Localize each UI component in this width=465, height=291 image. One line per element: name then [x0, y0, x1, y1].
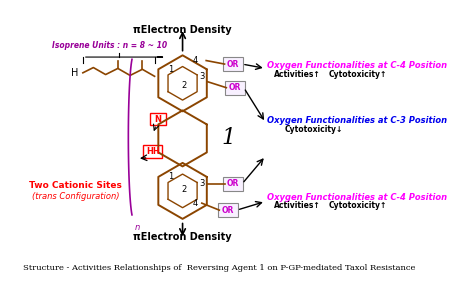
FancyBboxPatch shape	[225, 81, 245, 95]
Text: 3: 3	[199, 179, 205, 188]
FancyBboxPatch shape	[223, 57, 243, 71]
Text: Cytotoxicity↑: Cytotoxicity↑	[329, 201, 387, 210]
Text: (trans Configuration): (trans Configuration)	[32, 192, 120, 200]
Text: Cytotoxicity↓: Cytotoxicity↓	[285, 125, 343, 134]
Text: 2: 2	[182, 184, 187, 194]
Text: Activities↑: Activities↑	[274, 70, 321, 79]
Text: OR: OR	[229, 83, 241, 92]
Text: H: H	[71, 68, 79, 78]
FancyBboxPatch shape	[223, 177, 243, 191]
Text: Oxygen Functionalities at C-4 Position: Oxygen Functionalities at C-4 Position	[267, 193, 447, 201]
Text: πElectron Density: πElectron Density	[133, 25, 232, 35]
Text: Two Cationic Sites: Two Cationic Sites	[29, 181, 122, 190]
Text: Oxygen Functionalities at C-3 Position: Oxygen Functionalities at C-3 Position	[267, 116, 447, 125]
Text: N: N	[154, 115, 161, 124]
Text: 1: 1	[168, 65, 173, 74]
Text: OR: OR	[227, 179, 239, 188]
Text: n: n	[134, 223, 140, 232]
Text: Cytotoxicity↑: Cytotoxicity↑	[329, 70, 387, 79]
Text: Activities↑: Activities↑	[274, 201, 321, 210]
Text: 4: 4	[192, 199, 198, 208]
Text: OR: OR	[227, 60, 239, 69]
Text: 4: 4	[192, 56, 198, 65]
Text: Structure - Activities Relationships of  Reversing Agent 1 on P-GP-mediated Taxo: Structure - Activities Relationships of …	[23, 264, 416, 272]
FancyBboxPatch shape	[150, 113, 166, 125]
Text: Oxygen Functionalities at C-4 Position: Oxygen Functionalities at C-4 Position	[267, 61, 447, 70]
Text: 2: 2	[182, 81, 187, 90]
Text: Isoprene Units : n = 8 ~ 10: Isoprene Units : n = 8 ~ 10	[53, 41, 167, 50]
Text: HH: HH	[146, 147, 159, 156]
Text: 1: 1	[168, 172, 173, 181]
Text: 1: 1	[221, 127, 235, 149]
Text: πElectron Density: πElectron Density	[133, 233, 232, 242]
FancyBboxPatch shape	[218, 203, 238, 217]
FancyBboxPatch shape	[143, 146, 162, 158]
Text: 3: 3	[199, 72, 205, 81]
Text: OR: OR	[222, 206, 234, 215]
